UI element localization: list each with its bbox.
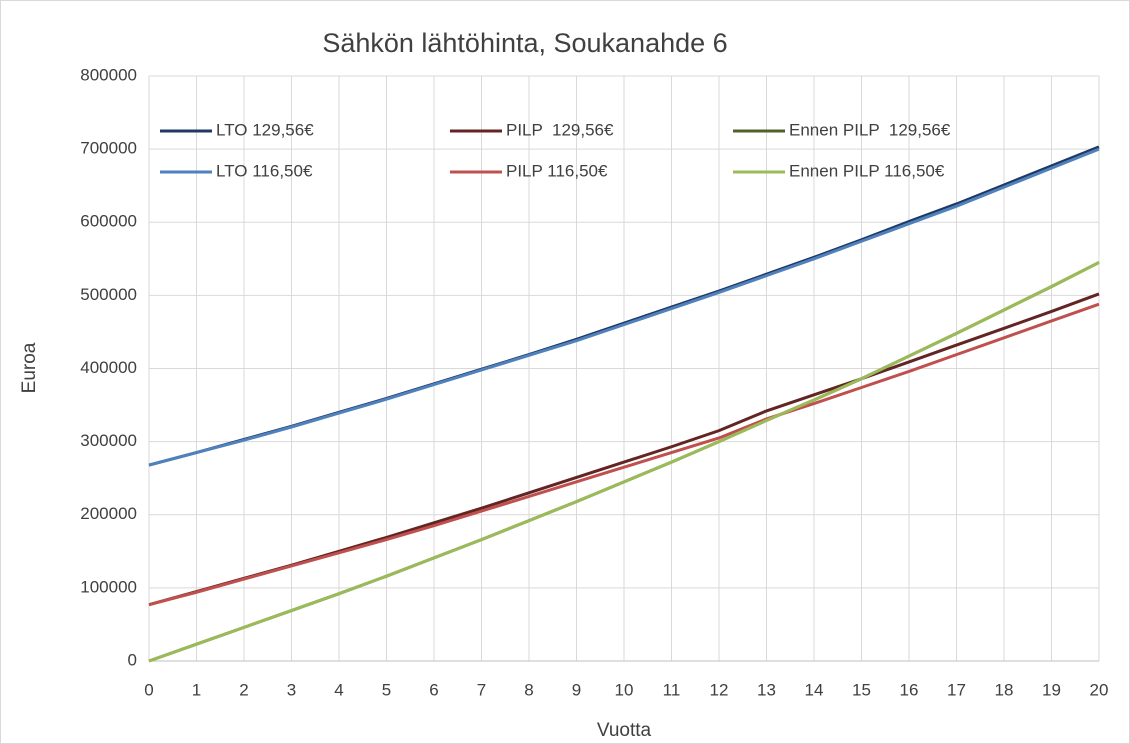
series-line xyxy=(148,147,1100,467)
x-tick-label: 18 xyxy=(995,680,1014,699)
legend-label: Ennen PILP 116,50€ xyxy=(789,161,945,180)
y-tick-label: 200000 xyxy=(80,504,137,523)
x-tick-label: 8 xyxy=(524,680,533,699)
x-tick-label: 16 xyxy=(900,680,919,699)
x-tick-label: 7 xyxy=(477,680,486,699)
x-tick-label: 12 xyxy=(710,680,729,699)
y-tick-label: 400000 xyxy=(80,358,137,377)
x-tick-label: 1 xyxy=(192,680,201,699)
chart-title: Sähkön lähtöhinta, Soukanahde 6 xyxy=(322,28,727,58)
x-axis-label: Vuotta xyxy=(597,720,652,741)
x-tick-label: 6 xyxy=(429,680,438,699)
x-tick-label: 0 xyxy=(144,680,153,699)
series-line xyxy=(148,261,1100,663)
y-tick-label: 500000 xyxy=(80,285,137,304)
x-tick-label: 13 xyxy=(757,680,776,699)
legend-label: Ennen PILP 129,56€ xyxy=(789,120,951,139)
y-tick-label: 300000 xyxy=(80,431,137,450)
x-tick-label: 17 xyxy=(947,680,966,699)
x-tick-label: 11 xyxy=(663,680,681,699)
x-tick-label: 14 xyxy=(805,680,824,699)
y-tick-label: 100000 xyxy=(80,577,137,596)
x-tick-label: 5 xyxy=(382,680,391,699)
x-tick-label: 3 xyxy=(287,680,296,699)
y-axis-label: Euroa xyxy=(19,342,40,393)
y-tick-label: 0 xyxy=(128,650,137,669)
legend-label: LTO 129,56€ xyxy=(216,120,314,139)
x-tick-label: 2 xyxy=(239,680,248,699)
x-tick-label: 20 xyxy=(1090,680,1109,699)
legend-label: PILP 129,56€ xyxy=(506,120,614,139)
y-tick-label: 600000 xyxy=(80,212,137,231)
legend-label: PILP 116,50€ xyxy=(506,161,608,180)
x-tick-label: 4 xyxy=(334,680,343,699)
series-line xyxy=(148,302,1100,607)
x-tick-label: 9 xyxy=(572,680,581,699)
x-tick-label: 10 xyxy=(615,680,634,699)
legend-label: LTO 116,50€ xyxy=(216,161,313,180)
y-tick-label: 800000 xyxy=(80,65,137,84)
y-tick-label: 700000 xyxy=(80,139,137,158)
x-tick-label: 15 xyxy=(852,680,871,699)
x-tick-label: 19 xyxy=(1042,680,1061,699)
